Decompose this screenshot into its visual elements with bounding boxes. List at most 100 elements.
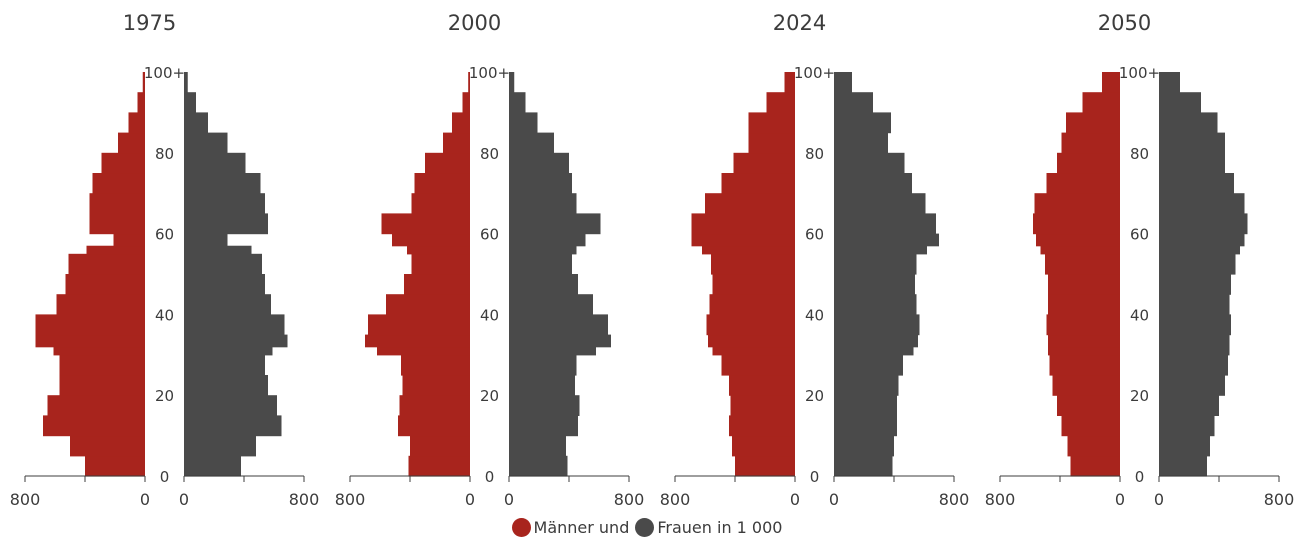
bar-women-1975-age-55: [184, 246, 252, 255]
bar-women-2050-age-35: [1159, 314, 1231, 335]
bar-men-2024-age-20: [729, 375, 795, 396]
bar-men-2050-age-80: [1062, 133, 1121, 154]
bar-women-2024-age-57: [834, 234, 939, 247]
bar-women-1975-age-25: [184, 355, 265, 376]
bar-men-1975-age-20: [60, 375, 146, 396]
age-tick-2050-5: 100+: [1119, 64, 1160, 82]
bar-men-2050-age-60: [1033, 213, 1120, 234]
x-tick-label-1975-1: 0: [140, 490, 150, 509]
bar-women-2000-age-90: [509, 92, 526, 113]
bar-women-1975-age-60: [184, 213, 268, 234]
age-tick-2024-1: 20: [805, 387, 824, 405]
bar-women-2050-age-45: [1159, 274, 1231, 295]
bar-women-2024-age-20: [834, 375, 899, 396]
bar-women-2024-age-45: [834, 274, 915, 295]
bar-women-2050-age-5: [1159, 436, 1210, 457]
bar-women-1975-age-30: [184, 347, 273, 356]
bar-women-2050-age-20: [1159, 375, 1225, 396]
bar-women-2000-age-45: [509, 274, 578, 295]
bar-women-1975-age-20: [184, 375, 268, 396]
x-tick-label-2024-2: 0: [829, 490, 839, 509]
bar-women-2024-age-85: [834, 112, 891, 133]
bar-men-2050-age-10: [1062, 415, 1121, 436]
bar-men-1975-age-0: [85, 456, 145, 477]
bar-women-2000-age-40: [509, 294, 593, 315]
bar-women-2000-age-0: [509, 456, 568, 477]
bar-men-2024-age-57: [692, 234, 796, 247]
bar-women-2024-age-75: [834, 153, 905, 174]
bar-men-2050-age-40: [1048, 294, 1120, 315]
bar-women-1975-age-5: [184, 436, 256, 457]
bar-women-2024-age-40: [834, 294, 917, 315]
bar-men-2024-age-55: [702, 246, 795, 255]
bar-men-1975-age-5: [70, 436, 145, 457]
bar-men-2024-age-65: [705, 193, 795, 214]
bar-men-1975-age-50: [69, 254, 146, 275]
bar-women-2000-age-50: [509, 254, 572, 275]
bar-men-2050-age-25: [1050, 355, 1121, 376]
bar-men-1975-age-32: [36, 335, 146, 348]
bar-women-2050-age-90: [1159, 92, 1201, 113]
age-tick-2050-4: 80: [1130, 145, 1149, 163]
legend-label-women: Frauen in 1 000: [657, 518, 782, 537]
age-tick-1975-3: 60: [155, 226, 174, 244]
bar-men-2000-age-5: [410, 436, 470, 457]
legend-label-men: Männer und: [534, 518, 630, 537]
age-tick-2024-4: 80: [805, 145, 824, 163]
bar-men-2024-age-25: [722, 355, 796, 376]
bar-men-2050-age-45: [1048, 274, 1120, 295]
bar-men-2050-age-65: [1035, 193, 1121, 214]
x-tick-label-2024-1: 0: [790, 490, 800, 509]
age-tick-2000-0: 0: [485, 468, 495, 486]
bar-men-2024-age-45: [713, 274, 796, 295]
bar-men-2000-age-25: [401, 355, 470, 376]
age-tick-2050-1: 20: [1130, 387, 1149, 405]
bar-women-1975-age-85: [184, 112, 208, 133]
x-tick-label-2050-3: 800: [1264, 490, 1294, 509]
bar-women-2050-age-80: [1159, 133, 1225, 154]
bar-women-2050-age-15: [1159, 395, 1219, 416]
bar-men-2000-age-85: [452, 112, 470, 133]
age-tick-2000-5: 100+: [469, 64, 510, 82]
bar-women-2050-age-32: [1159, 335, 1230, 348]
bar-women-2000-age-20: [509, 375, 575, 396]
bar-men-2024-age-75: [734, 153, 796, 174]
bar-women-2050-age-25: [1159, 355, 1228, 376]
bar-women-2000-age-57: [509, 234, 586, 247]
age-tick-2050-3: 60: [1130, 226, 1149, 244]
bar-women-2000-age-5: [509, 436, 566, 457]
bar-women-2024-age-30: [834, 347, 914, 356]
bar-women-1975-age-75: [184, 153, 246, 174]
x-tick-label-1975-3: 800: [289, 490, 320, 509]
bar-men-2000-age-90: [463, 92, 471, 113]
bar-men-2000-age-50: [412, 254, 471, 275]
bar-men-2050-age-50: [1045, 254, 1120, 275]
bar-men-2050-age-70: [1047, 173, 1121, 194]
bar-men-2000-age-75: [425, 153, 470, 174]
bar-men-2000-age-45: [404, 274, 470, 295]
age-tick-2024-2: 40: [805, 306, 824, 324]
bar-men-1975-age-85: [129, 112, 146, 133]
age-tick-2024-3: 60: [805, 226, 824, 244]
bar-women-1975-age-10: [184, 415, 282, 436]
bar-men-1975-age-80: [118, 133, 145, 154]
bar-women-1975-age-40: [184, 294, 271, 315]
panel-title-2050: 2050: [1098, 11, 1151, 35]
bar-men-1975-age-35: [36, 314, 146, 335]
bar-women-2050-age-75: [1159, 153, 1225, 174]
x-tick-label-2000-1: 0: [465, 490, 475, 509]
bar-men-2024-age-0: [735, 456, 795, 477]
legend-item-men: Männer und: [512, 518, 630, 537]
bar-women-2024-age-55: [834, 246, 927, 255]
bar-women-2000-age-55: [509, 246, 577, 255]
bar-women-2050-age-10: [1159, 415, 1215, 436]
pyramid-panel-2000: 2000020406080100+800 0 0 800: [335, 11, 645, 509]
bar-men-2000-age-65: [412, 193, 471, 214]
age-tick-1975-1: 20: [155, 387, 174, 405]
bar-women-2050-age-65: [1159, 193, 1245, 214]
legend-swatch-women: [635, 518, 654, 537]
age-tick-1975-0: 0: [160, 468, 170, 486]
bar-women-1975-age-57: [184, 234, 228, 247]
bar-men-1975-age-65: [90, 193, 146, 214]
bar-men-2024-age-60: [692, 213, 796, 234]
